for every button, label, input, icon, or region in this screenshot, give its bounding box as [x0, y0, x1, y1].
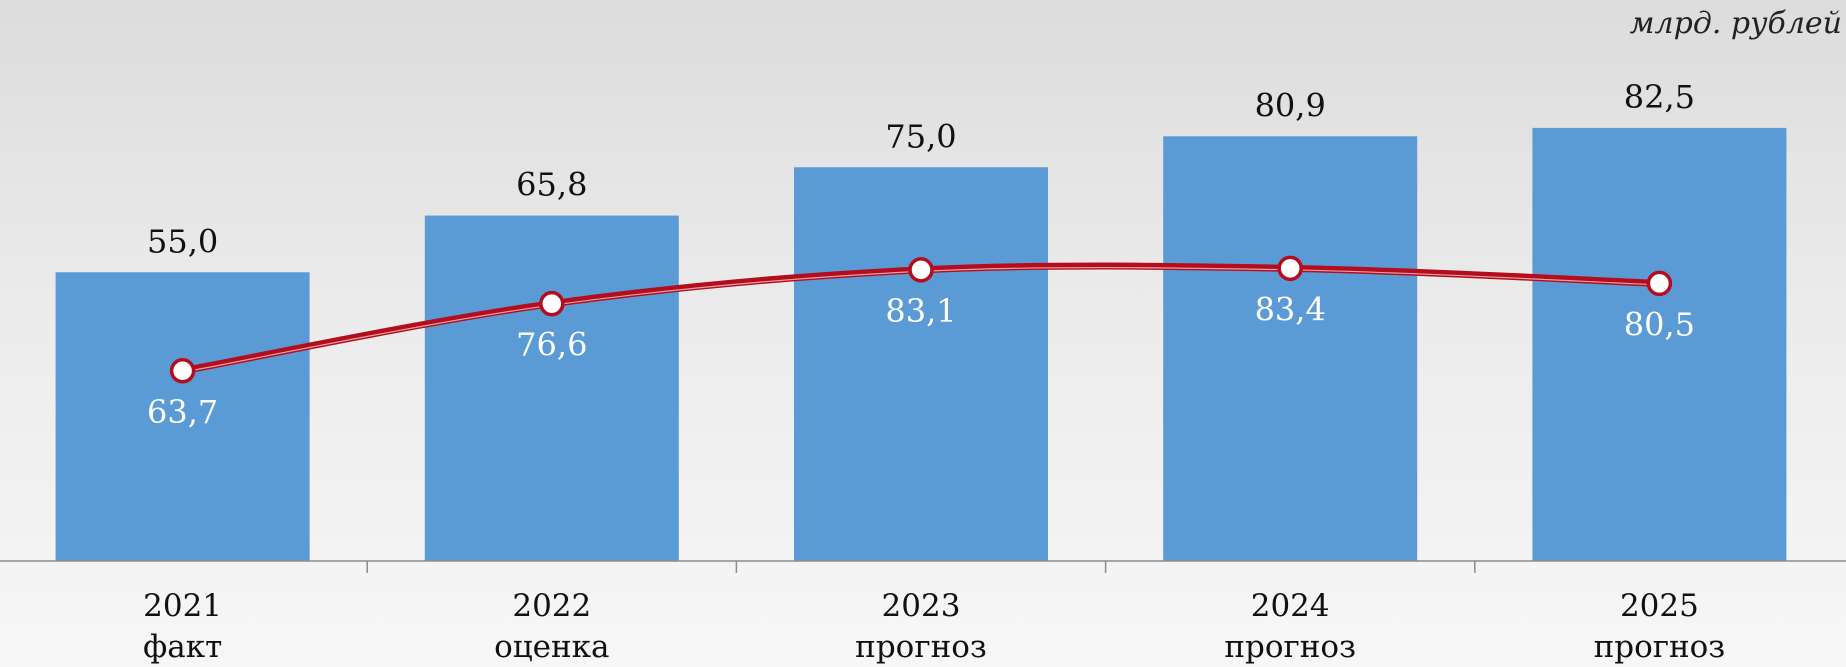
- bar-2022: [424, 215, 679, 562]
- bar-value-label: 55,0: [147, 222, 218, 260]
- unit-label: млрд. рублей: [1629, 6, 1842, 41]
- bar-value-label: 80,9: [1255, 86, 1326, 124]
- bar-2025: [1532, 127, 1787, 561]
- line-point-2022: [539, 290, 565, 317]
- bar-value-label: 82,5: [1624, 78, 1695, 116]
- line-point-2025: [1646, 270, 1673, 297]
- x-tick-sublabel: факт: [143, 629, 222, 665]
- x-tick-sublabel: прогноз: [855, 629, 987, 665]
- line-value-label: 76,6: [516, 326, 587, 364]
- x-tick-label: 2021: [143, 588, 222, 624]
- line-value-label: 83,4: [1255, 290, 1326, 328]
- bar-value-label: 75,0: [885, 117, 956, 155]
- bar-value-label: 65,8: [516, 166, 587, 204]
- x-tick-label: 2024: [1251, 588, 1330, 624]
- line-point-2021: [169, 358, 196, 384]
- x-tick-label: 2025: [1620, 588, 1699, 624]
- bar-2023: [794, 167, 1048, 561]
- x-tick-sublabel: прогноз: [1594, 629, 1726, 665]
- line-value-label: 63,7: [147, 393, 218, 431]
- x-tick-label: 2023: [882, 588, 961, 624]
- line-point-2023: [908, 257, 934, 283]
- line-value-label: 80,5: [1624, 305, 1695, 343]
- line-value-label: 83,1: [885, 292, 956, 330]
- x-tick-label: 2022: [512, 588, 591, 624]
- bar-2021: [55, 272, 310, 561]
- x-tick-sublabel: прогноз: [1224, 629, 1356, 665]
- x-tick-sublabel: оценка: [494, 629, 609, 665]
- line-point-2024: [1277, 255, 1303, 282]
- bar-2024: [1163, 136, 1418, 561]
